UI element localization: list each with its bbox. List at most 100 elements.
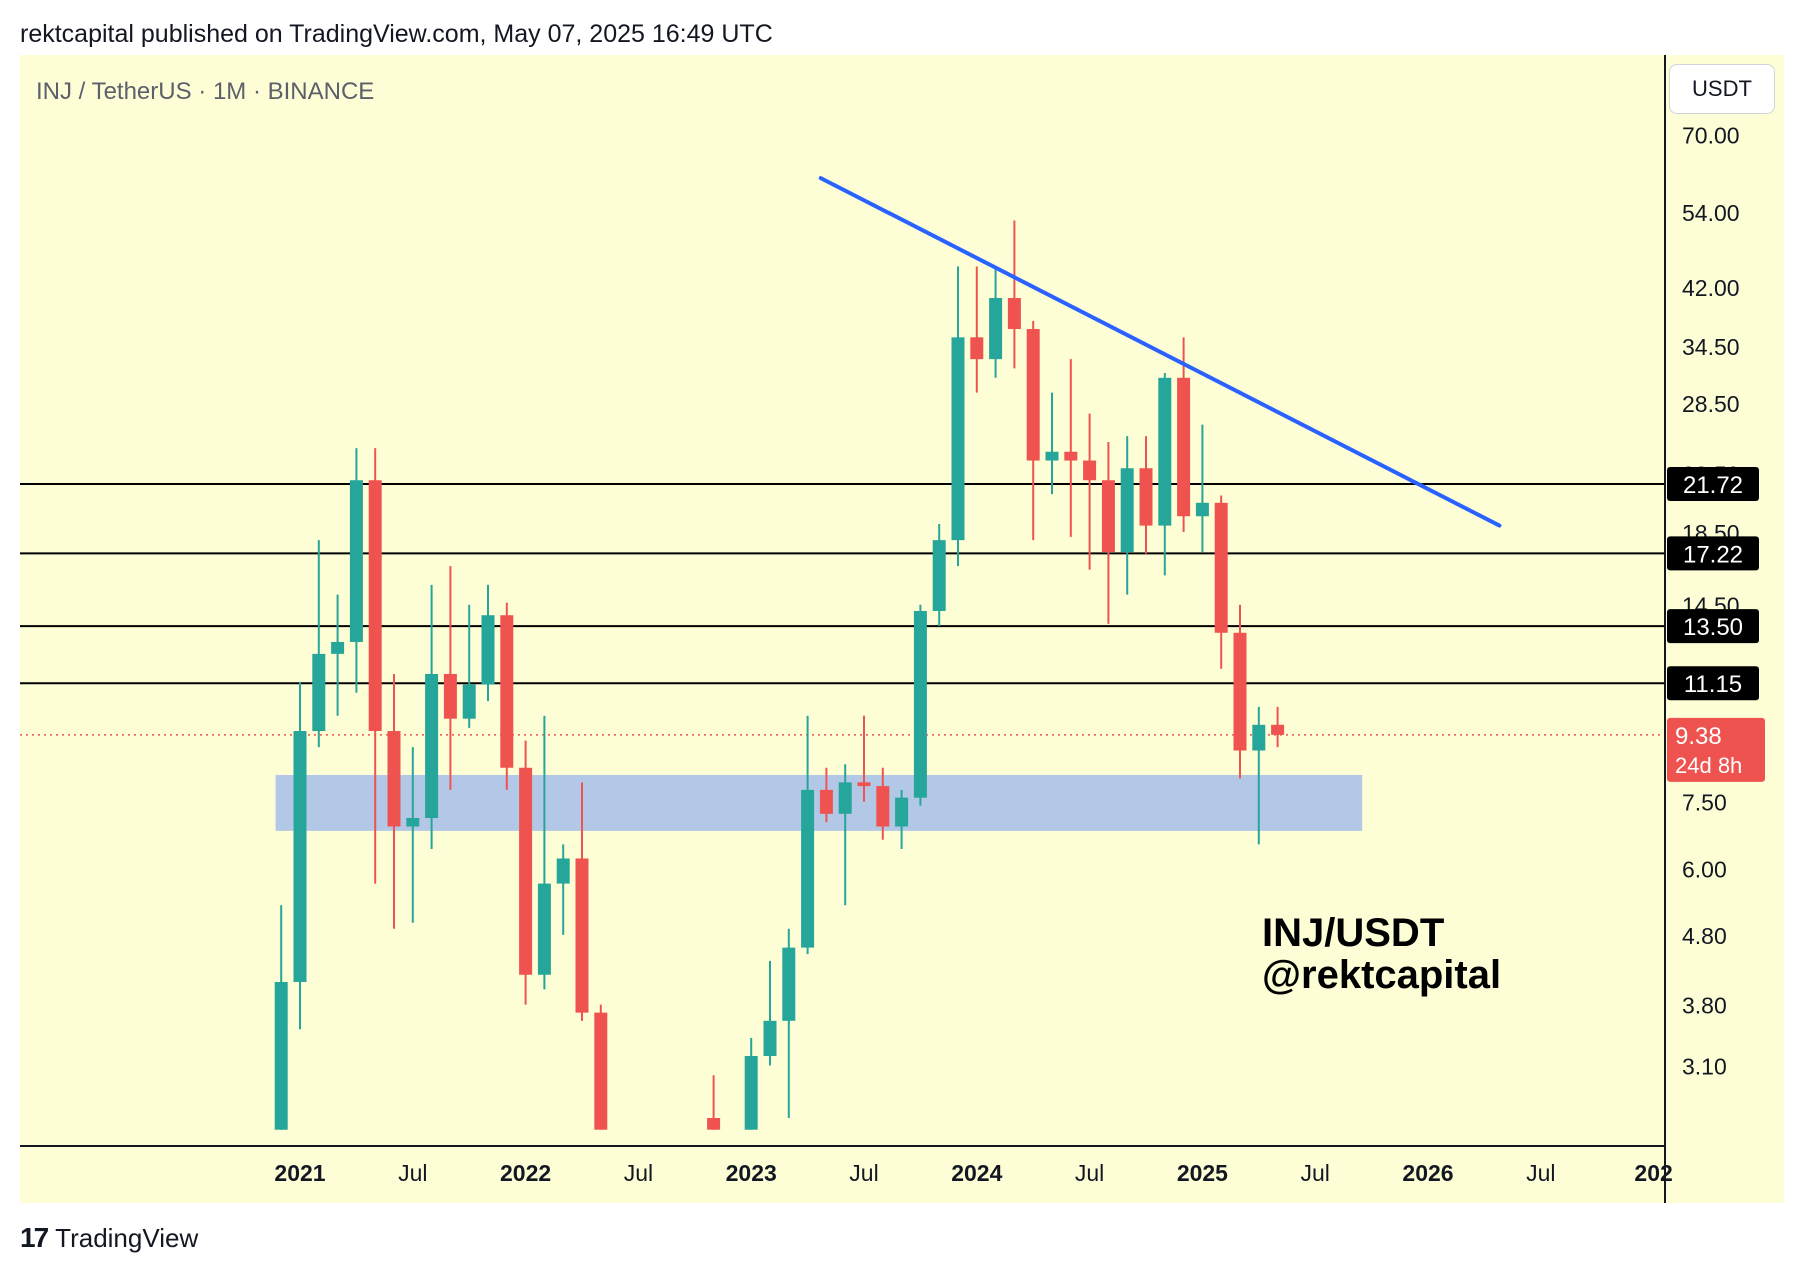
candle-body-down bbox=[519, 767, 533, 975]
time-tick-label: Jul bbox=[398, 1160, 427, 1186]
candle-body-up bbox=[801, 789, 815, 948]
price-axis: 70.0054.0042.0034.5028.5022.5018.5014.50… bbox=[1667, 123, 1765, 1079]
time-tick-label: Jul bbox=[624, 1160, 653, 1186]
countdown-label: 24d 8h bbox=[1675, 753, 1742, 778]
time-tick-label: 2021 bbox=[274, 1160, 325, 1186]
price-tick-label: 42.00 bbox=[1682, 275, 1740, 301]
chart-frame bbox=[20, 55, 1784, 1203]
candle-body-up bbox=[895, 797, 909, 827]
candle-body-up bbox=[1158, 377, 1172, 526]
candle-body-down bbox=[1064, 451, 1078, 461]
price-tick-label: 3.80 bbox=[1682, 993, 1727, 1019]
candle-body-down bbox=[1271, 724, 1285, 735]
time-tick-label: 2026 bbox=[1402, 1160, 1453, 1186]
time-tick-label: 2024 bbox=[951, 1160, 1002, 1186]
price-tick-label: 28.50 bbox=[1682, 391, 1740, 417]
current-price-box bbox=[1667, 717, 1765, 782]
candle-body-up bbox=[1045, 451, 1059, 461]
level-label: 21.72 bbox=[1683, 472, 1743, 499]
candle-body-down bbox=[443, 673, 457, 719]
price-tick-label: 54.00 bbox=[1682, 200, 1740, 226]
candle-body-up bbox=[274, 981, 288, 1130]
candle-body-down bbox=[707, 1118, 721, 1130]
time-tick-label: 2022 bbox=[500, 1160, 551, 1186]
price-tick-label: 4.80 bbox=[1682, 923, 1727, 949]
candle-body-up bbox=[989, 297, 1003, 360]
candle-body-down bbox=[1007, 297, 1021, 330]
candle-body-down bbox=[1177, 377, 1191, 517]
candle-body-up bbox=[932, 540, 946, 611]
candle-body-down bbox=[500, 615, 514, 768]
candle-body-up bbox=[744, 1055, 758, 1130]
candle-body-down bbox=[1026, 329, 1040, 461]
candle-body-down bbox=[970, 337, 984, 360]
candle-body-up bbox=[406, 817, 420, 827]
time-tick-label: 202 bbox=[1634, 1160, 1672, 1186]
symbol-title[interactable]: INJ / TetherUS · 1M · BINANCE bbox=[36, 78, 375, 105]
watermark-pair: INJ/USDT bbox=[1262, 911, 1445, 955]
price-tick-label: 3.10 bbox=[1682, 1053, 1727, 1079]
candle-body-up bbox=[913, 610, 927, 798]
candle-body-up bbox=[951, 337, 965, 541]
candle-body-up bbox=[556, 858, 570, 884]
price-tick-label: 70.00 bbox=[1682, 123, 1740, 149]
level-label: 13.50 bbox=[1683, 614, 1743, 641]
candle-body-up bbox=[1195, 502, 1209, 517]
candle-body-down bbox=[876, 786, 890, 827]
candle-body-down bbox=[368, 480, 382, 732]
watermark-author: @rektcapital bbox=[1262, 953, 1502, 997]
level-label-box bbox=[1667, 467, 1759, 502]
candle-body-down bbox=[575, 858, 589, 1013]
candle-body-down bbox=[819, 789, 833, 814]
support-zone bbox=[275, 774, 1363, 831]
candle-body-down bbox=[1083, 460, 1097, 481]
candle-body-down bbox=[1101, 480, 1115, 553]
time-tick-label: Jul bbox=[1300, 1160, 1329, 1186]
candle-body-up bbox=[537, 883, 551, 975]
candle-body-down bbox=[857, 782, 871, 787]
publish-header: rektcapital published on TradingView.com… bbox=[20, 20, 773, 48]
current-price-label: 9.38 bbox=[1675, 723, 1722, 750]
footer-brand[interactable]: 17 TradingView bbox=[20, 1222, 198, 1254]
plot-area bbox=[20, 176, 1664, 1130]
candle-body-down bbox=[594, 1012, 608, 1130]
price-tick-label: 34.50 bbox=[1682, 334, 1740, 360]
candle-body-up bbox=[349, 480, 363, 642]
time-tick-label: Jul bbox=[1075, 1160, 1104, 1186]
time-axis: 2021 Jul 2022 Jul 2023 Jul 2024 Jul 2025 Jul 2026 J… bbox=[274, 1160, 1672, 1186]
level-label-box bbox=[1667, 609, 1759, 644]
candle-body-up bbox=[293, 731, 307, 982]
time-axis-border bbox=[20, 1145, 1666, 1147]
candle-body-up bbox=[425, 673, 439, 818]
candle-body-up bbox=[331, 641, 345, 654]
level-label: 11.15 bbox=[1684, 671, 1742, 698]
currency-button[interactable]: USDT bbox=[1669, 64, 1775, 114]
tradingview-brand-text: TradingView bbox=[55, 1222, 199, 1253]
candle-body-up bbox=[462, 684, 476, 719]
time-tick-label: Jul bbox=[1526, 1160, 1555, 1186]
time-tick-label: 2023 bbox=[726, 1160, 777, 1186]
candle-body-up bbox=[763, 1020, 777, 1056]
time-tick-label: 2025 bbox=[1177, 1160, 1228, 1186]
level-label: 17.22 bbox=[1683, 541, 1743, 568]
level-label-box bbox=[1667, 666, 1759, 701]
candle-body-up bbox=[838, 782, 852, 814]
chart-watermark: INJ/USDT @rektcapital bbox=[1262, 912, 1501, 996]
price-tick-label: 6.00 bbox=[1682, 856, 1727, 882]
candle-body-up bbox=[1120, 468, 1134, 553]
candle-body-up bbox=[481, 615, 495, 685]
trendline bbox=[818, 176, 1502, 528]
candle-body-down bbox=[1139, 468, 1153, 526]
price-tick-label: 7.50 bbox=[1682, 790, 1727, 816]
candle-body-up bbox=[1252, 724, 1266, 751]
tradingview-logo-icon: 17 bbox=[20, 1222, 49, 1253]
candle-body-down bbox=[387, 731, 401, 827]
candle-body-down bbox=[1214, 502, 1228, 633]
price-axis-border bbox=[1664, 55, 1666, 1203]
time-tick-label: Jul bbox=[849, 1160, 878, 1186]
level-label-box bbox=[1667, 536, 1759, 571]
candle-body-up bbox=[312, 653, 326, 732]
candle-body-up bbox=[782, 947, 796, 1021]
candle-body-down bbox=[1233, 632, 1247, 751]
